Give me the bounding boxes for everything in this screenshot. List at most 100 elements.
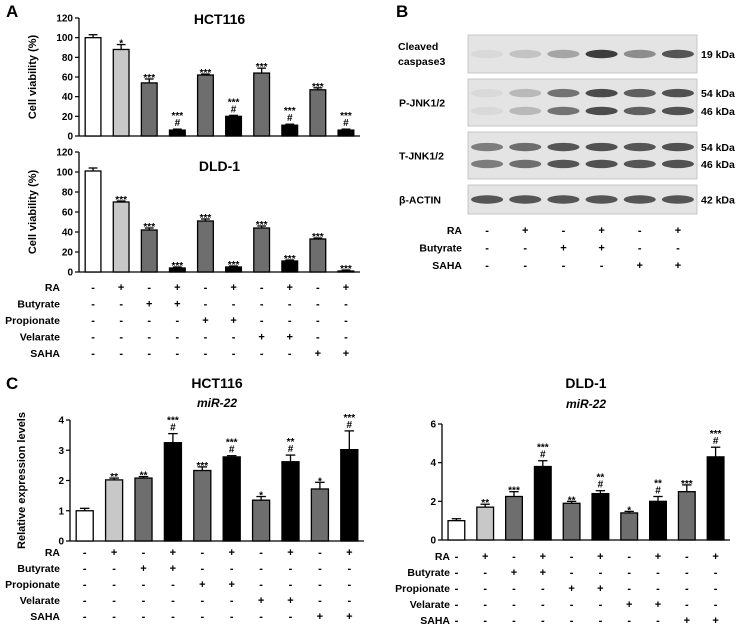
significance-label: **: [287, 437, 295, 448]
condition-sign: -: [119, 332, 123, 344]
y-tick-label: 4: [430, 458, 436, 469]
condition-sign: -: [638, 225, 642, 237]
condition-sign: -: [204, 282, 208, 294]
significance-label: ***: [284, 106, 296, 117]
condition-sign: -: [344, 332, 348, 344]
condition-sign: +: [343, 348, 349, 360]
molecular-weight-label: 54 kDa: [701, 142, 735, 154]
y-tick-label: 0: [58, 537, 64, 548]
bar: [112, 201, 130, 273]
bar: [104, 479, 124, 542]
bar: [562, 502, 581, 541]
bar: [251, 499, 271, 542]
condition-sign: -: [627, 551, 631, 563]
condition-sign: -: [83, 563, 87, 575]
y-axis-label: Cell viability (%): [27, 34, 39, 119]
y-tick-label: 120: [56, 148, 73, 159]
condition-sign: -: [485, 225, 489, 237]
condition-sign: -: [483, 615, 487, 627]
condition-sign: -: [485, 243, 489, 255]
condition-sign: -: [176, 348, 180, 360]
condition-sign: +: [199, 579, 205, 591]
significance-label: ***: [228, 260, 240, 271]
western-blot-panel: Cleaved caspase3 19 kDa P-JNK1/2 54 kDa 46 kD…: [398, 34, 735, 272]
protein-band: [661, 142, 694, 152]
condition-sign: -: [230, 563, 234, 575]
bar: [140, 229, 158, 273]
condition-sign: -: [485, 260, 489, 272]
condition-sign: -: [714, 599, 718, 611]
condition-sign: -: [83, 547, 87, 559]
condition-label: Velarate: [410, 599, 450, 611]
condition-sign: -: [562, 260, 566, 272]
condition-sign: -: [627, 567, 631, 579]
condition-sign: -: [142, 595, 146, 607]
protein-band: [623, 159, 656, 169]
condition-sign: +: [511, 567, 517, 579]
significance-label: #: [655, 486, 661, 497]
condition-sign: -: [289, 579, 293, 591]
condition-sign: -: [512, 551, 516, 563]
condition-sign: +: [174, 299, 180, 311]
condition-sign: -: [119, 299, 123, 311]
condition-sign: -: [714, 583, 718, 595]
condition-sign: -: [230, 611, 234, 623]
significance-label: ***: [172, 111, 184, 122]
panel-label-c: C: [6, 374, 18, 393]
condition-sign: -: [316, 282, 320, 294]
condition-sign: -: [318, 579, 322, 591]
y-tick-label: 40: [62, 92, 74, 103]
significance-label: ***: [340, 111, 352, 122]
significance-label: ***: [256, 220, 268, 231]
bar: [533, 465, 552, 541]
condition-sign: -: [344, 315, 348, 327]
condition-label: SAHA: [432, 260, 462, 272]
bar: [84, 170, 102, 273]
condition-sign: +: [228, 579, 234, 591]
condition-label: SAHA: [420, 615, 450, 627]
condition-sign: +: [598, 225, 604, 237]
chart-title: HCT116: [191, 375, 243, 391]
condition-sign: -: [347, 579, 351, 591]
significance-label: #: [175, 118, 181, 129]
protein-band: [585, 142, 618, 152]
condition-sign: -: [318, 563, 322, 575]
protein-band: [585, 159, 618, 169]
significance-label: ***: [228, 97, 240, 108]
y-tick-label: 1: [58, 506, 64, 517]
significance-label: #: [347, 420, 353, 431]
significance-label: #: [229, 445, 235, 456]
bar: [620, 512, 639, 541]
condition-sign: -: [455, 567, 459, 579]
y-tick-label: 60: [62, 73, 74, 84]
condition-sign: -: [200, 595, 204, 607]
condition-sign: -: [512, 599, 516, 611]
condition-sign: -: [112, 563, 116, 575]
significance-label: ***: [200, 68, 212, 79]
condition-sign: -: [200, 611, 204, 623]
y-tick-label: 2: [58, 476, 64, 487]
protein-band: [471, 49, 504, 59]
bar: [309, 89, 327, 137]
condition-sign: +: [346, 611, 352, 623]
condition-sign: -: [523, 243, 527, 255]
significance-label: **: [568, 495, 576, 506]
protein-band: [623, 88, 656, 98]
condition-sign: -: [147, 282, 151, 294]
condition-sign: -: [599, 615, 603, 627]
condition-label: SAHA: [30, 611, 60, 623]
bar: [281, 124, 299, 137]
condition-sign: -: [260, 299, 264, 311]
protein-band: [585, 88, 618, 98]
condition-sign: -: [714, 567, 718, 579]
condition-sign: -: [230, 595, 234, 607]
condition-sign: +: [258, 332, 264, 344]
condition-sign: -: [232, 299, 236, 311]
molecular-weight-label: 46 kDa: [701, 106, 735, 118]
y-tick-label: 0: [67, 268, 73, 279]
protein-band: [471, 159, 504, 169]
condition-sign: -: [541, 599, 545, 611]
condition-sign: -: [316, 315, 320, 327]
y-tick-label: 100: [56, 33, 73, 44]
condition-sign: +: [637, 260, 643, 272]
